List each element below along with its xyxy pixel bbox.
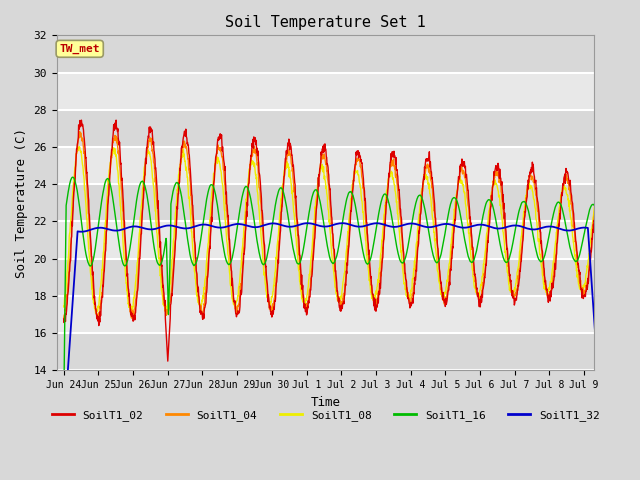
Bar	[57, 296, 595, 333]
Bar	[57, 110, 595, 147]
Text: TW_met: TW_met	[60, 44, 100, 54]
Bar	[57, 72, 595, 110]
Bar	[57, 221, 595, 259]
Bar	[57, 259, 595, 296]
Y-axis label: Soil Temperature (C): Soil Temperature (C)	[15, 128, 28, 278]
Title: Soil Temperature Set 1: Soil Temperature Set 1	[225, 15, 426, 30]
Bar	[57, 36, 595, 72]
Legend: SoilT1_02, SoilT1_04, SoilT1_08, SoilT1_16, SoilT1_32: SoilT1_02, SoilT1_04, SoilT1_08, SoilT1_…	[47, 406, 604, 425]
Bar	[57, 333, 595, 371]
Bar	[57, 147, 595, 184]
Bar	[57, 184, 595, 221]
X-axis label: Time: Time	[310, 396, 340, 408]
